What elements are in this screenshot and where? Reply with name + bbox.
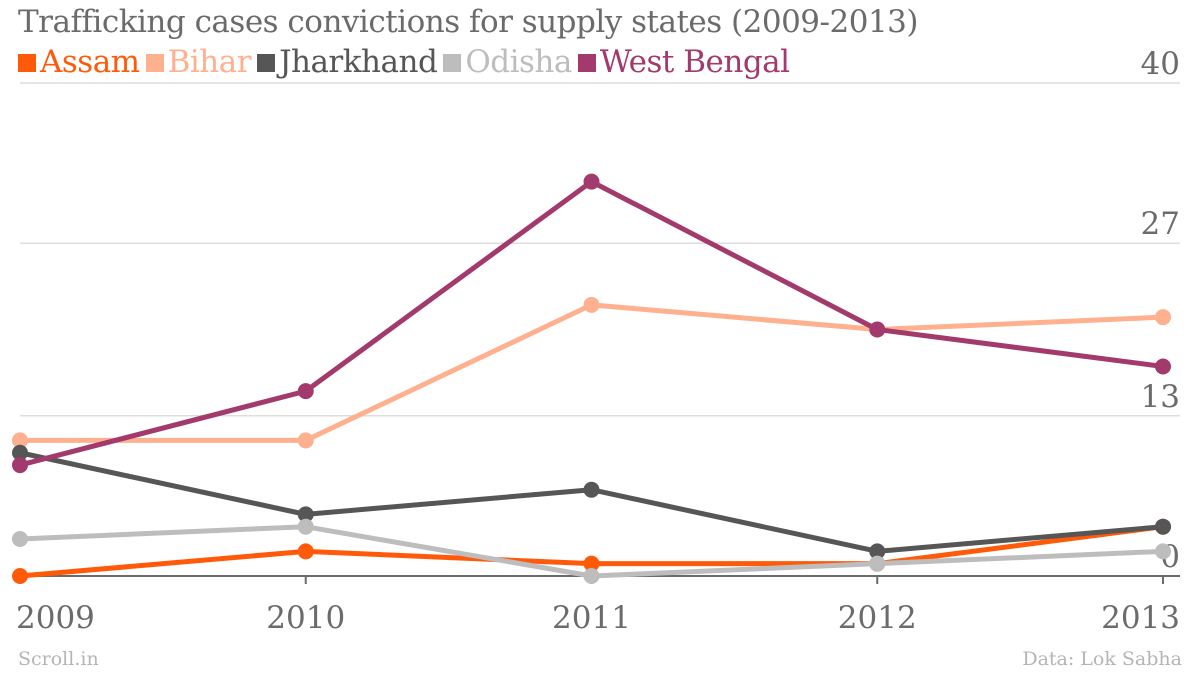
legend: Assam Bihar Jharkhand Odisha West Bengal: [18, 44, 796, 80]
data-point-bihar: [1155, 309, 1171, 326]
x-tick-label: 2011: [552, 600, 631, 636]
y-tick-label: 27: [1141, 206, 1180, 242]
data-point-assam: [297, 543, 314, 560]
chart-title: Trafficking cases convictions for supply…: [18, 4, 919, 40]
x-tick-label: 2012: [838, 600, 917, 636]
data-point-bihar: [297, 432, 314, 449]
x-tick-label: 2009: [16, 600, 95, 636]
legend-item-west-bengal: West Bengal: [577, 44, 790, 80]
x-tick-label: 2013: [1101, 600, 1180, 636]
data-point-jharkhand: [297, 506, 314, 523]
data-point-odisha: [12, 531, 28, 548]
data-point-assam: [583, 555, 600, 572]
x-tick-label: 2010: [266, 600, 345, 636]
legend-swatch-west-bengal: [577, 54, 596, 72]
legend-item-bihar: Bihar: [145, 44, 252, 80]
data-source: Data: Lok Sabha: [1022, 648, 1182, 670]
data-point-odisha: [869, 555, 886, 572]
data-point-west-bengal: [1155, 358, 1171, 375]
data-point-west-bengal: [583, 173, 600, 190]
legend-label-west-bengal: West Bengal: [599, 44, 790, 80]
data-point-bihar: [12, 432, 28, 449]
y-tick-label: 13: [1141, 379, 1180, 415]
data-point-odisha: [297, 518, 314, 535]
legend-label-assam: Assam: [40, 44, 140, 80]
legend-swatch-assam: [18, 54, 36, 72]
data-point-west-bengal: [12, 457, 28, 474]
data-point-bihar: [583, 296, 600, 313]
data-point-odisha: [583, 568, 600, 584]
data-point-west-bengal: [297, 383, 314, 400]
legend-swatch-bihar: [145, 54, 164, 72]
data-point-jharkhand: [869, 543, 886, 560]
data-point-west-bengal: [869, 321, 886, 338]
source-credit: Scroll.in: [18, 648, 99, 670]
y-tick-label: 40: [1141, 46, 1180, 82]
legend-item-odisha: Odisha: [443, 44, 572, 80]
legend-label-odisha: Odisha: [465, 44, 572, 80]
legend-item-jharkhand: Jharkhand: [257, 44, 438, 80]
data-point-jharkhand: [1155, 518, 1171, 535]
data-point-odisha: [1155, 543, 1171, 560]
legend-label-jharkhand: Jharkhand: [279, 44, 438, 80]
data-point-assam: [12, 568, 28, 584]
data-point-jharkhand: [12, 444, 28, 461]
data-point-jharkhand: [583, 481, 600, 498]
legend-item-assam: Assam: [18, 44, 140, 80]
legend-label-bihar: Bihar: [167, 44, 252, 80]
legend-swatch-odisha: [443, 54, 462, 72]
legend-swatch-jharkhand: [257, 54, 276, 72]
series-line-jharkhand: [17, 450, 1166, 554]
